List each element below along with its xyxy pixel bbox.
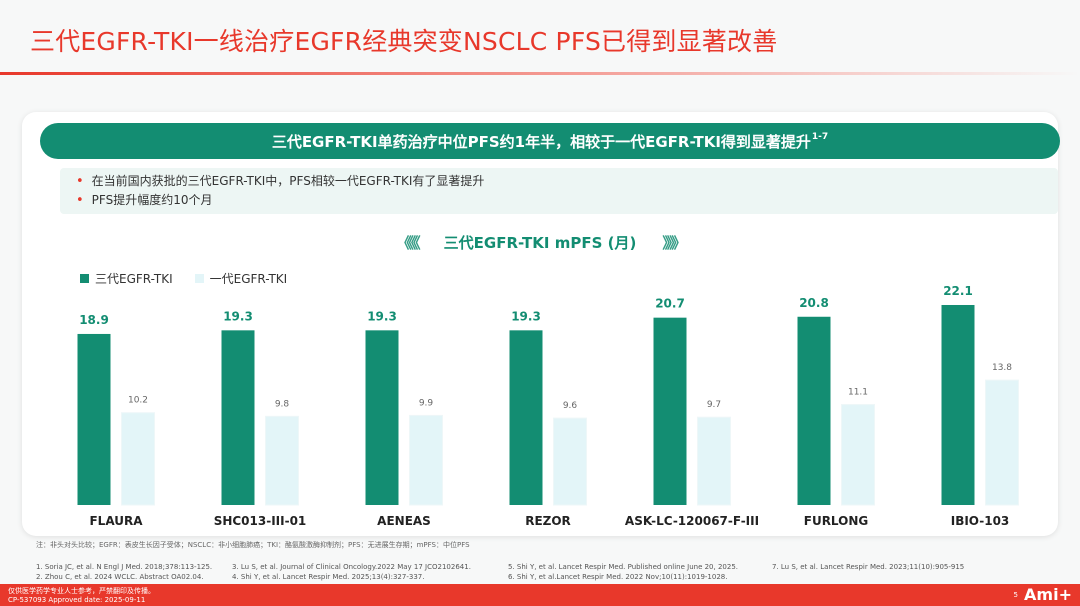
legend-swatch-third-gen <box>80 274 89 283</box>
legend-item-third-gen: 三代EGFR-TKI <box>80 270 173 287</box>
reference-item: 3. Lu S, et al. Journal of Clinical Onco… <box>232 563 471 571</box>
reference-item: 5. Shi Y, et al. Lancet Respir Med. Publ… <box>508 563 738 571</box>
footer-disclaimer: 仅供医学药学专业人士参考，严禁翻印及传播。 CP-537093 Approved… <box>8 587 155 605</box>
footer-bar: 仅供医学药学专业人士参考，严禁翻印及传播。 CP-537093 Approved… <box>0 584 1080 606</box>
bullet-dot-icon: • <box>76 193 84 208</box>
title-divider <box>0 72 1080 75</box>
reference-item: 4. Shi Y, et al. Lancet Respir Med. 2025… <box>232 573 425 581</box>
bullet-dot-icon: • <box>76 174 84 189</box>
bullet-item: • 在当前国内获批的三代EGFR-TKI中，PFS相较一代EGFR-TKI有了显… <box>76 172 1058 191</box>
banner-text: 三代EGFR-TKI单药治疗中位PFS约1年半，相较于一代EGFR-TKI得到显… <box>271 132 811 151</box>
legend-label: 三代EGFR-TKI <box>95 272 173 286</box>
slide-title: 三代EGFR-TKI一线治疗EGFR经典突变NSCLC PFS已得到显著改善 <box>30 27 778 56</box>
banner-reference-sup: 1-7 <box>811 132 829 142</box>
chevron-right-decor-icon: 》》》 <box>662 233 686 252</box>
reference-item: 1. Soria JC, et al. N Engl J Med. 2018;3… <box>36 563 213 571</box>
reference-item: 6. Shi Y, et al.Lancet Respir Med. 2022 … <box>508 573 728 581</box>
footer-approval-line: CP-537093 Approved date: 2025-09-11 <box>8 596 146 604</box>
bullet-text: PFS提升幅度约10个月 <box>91 193 213 207</box>
reference-item: 7. Lu S, et al. Lancet Respir Med. 2023;… <box>772 563 965 571</box>
bullet-item: • PFS提升幅度约10个月 <box>76 191 1058 210</box>
references-col-1: 1. Soria JC, et al. N Engl J Med. 2018;3… <box>36 562 212 582</box>
footer-disclaimer-line: 仅供医学药学专业人士参考，严禁翻印及传播。 <box>8 587 155 595</box>
legend-label: 一代EGFR-TKI <box>209 272 288 286</box>
legend-swatch-first-gen <box>194 274 204 283</box>
page-number: 5 <box>1013 591 1018 599</box>
footnote: 注：非头对头比较；EGFR：表皮生长因子受体；NSCLC：非小细胞肺癌；TKI：… <box>36 541 470 549</box>
summary-banner: 三代EGFR-TKI单药治疗中位PFS约1年半，相较于一代EGFR-TKI得到显… <box>40 123 1060 159</box>
bullet-box: • 在当前国内获批的三代EGFR-TKI中，PFS相较一代EGFR-TKI有了显… <box>60 168 1058 214</box>
reference-item: 2. Zhou C, et al. 2024 WCLC. Abstract OA… <box>36 573 204 581</box>
chevron-left-decor-icon: 《《《 <box>396 233 421 252</box>
legend-item-first-gen: 一代EGFR-TKI <box>194 270 288 287</box>
references-col-4: 7. Lu S, et al. Lancet Respir Med. 2023;… <box>772 562 964 572</box>
references-col-2: 3. Lu S, et al. Journal of Clinical Onco… <box>232 562 471 582</box>
chart-title: 三代EGFR-TKI mPFS (月) <box>443 233 637 252</box>
chart-title-row: 《《《 三代EGFR-TKI mPFS (月) 》》》 <box>0 230 1080 254</box>
chart-legend: 三代EGFR-TKI 一代EGFR-TKI <box>80 270 287 287</box>
references-col-3: 5. Shi Y, et al. Lancet Respir Med. Publ… <box>508 562 738 582</box>
bullet-text: 在当前国内获批的三代EGFR-TKI中，PFS相较一代EGFR-TKI有了显著提… <box>91 174 485 188</box>
brand-logo: Ami+ <box>1024 585 1072 604</box>
